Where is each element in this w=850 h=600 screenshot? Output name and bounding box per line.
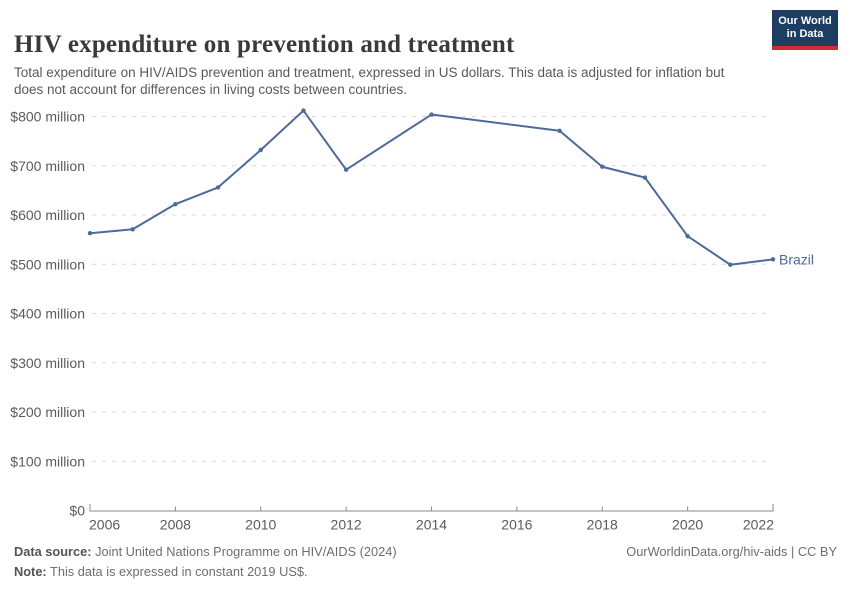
x-axis-tick-label: 2016 [501, 516, 532, 532]
data-point-marker [173, 201, 178, 207]
data-point-marker [301, 108, 306, 113]
entity-label: Brazil [779, 251, 814, 267]
x-axis-tick-label: 2008 [160, 516, 191, 532]
data-point-marker [343, 167, 349, 172]
data-point-marker [130, 227, 135, 232]
x-axis-tick-label: 2020 [672, 516, 703, 532]
chart-subtitle: Total expenditure on HIV/AIDS prevention… [14, 64, 725, 98]
owid-logo-line1: Our World [778, 15, 832, 28]
data-point-marker [215, 185, 221, 190]
data-source-text: Joint United Nations Programme on HIV/AI… [95, 544, 397, 559]
page-title: HIV expenditure on prevention and treatm… [14, 30, 515, 58]
y-axis-tick-label: $0 [69, 503, 85, 519]
data-source-label: Data source: [14, 544, 92, 559]
data-point-marker [258, 147, 263, 153]
data-point-marker [728, 262, 733, 267]
y-axis-tick-label: $100 million [10, 453, 85, 469]
y-axis-tick-label: $500 million [10, 256, 85, 272]
owid-logo-line2: in Data [786, 28, 824, 40]
data-source-line: Data source: Joint United Nations Progra… [14, 544, 397, 559]
y-axis-tick-label: $400 million [10, 306, 85, 322]
x-axis-tick-label: 2010 [245, 516, 276, 532]
y-axis-tick-label: $300 million [10, 355, 85, 371]
series-line [89, 109, 774, 266]
note-text: This data is expressed in constant 2019 … [50, 564, 308, 579]
x-axis-tick-label: 2018 [587, 516, 618, 532]
y-axis-tick-label: $200 million [10, 404, 85, 420]
note-line: Note: This data is expressed in constant… [14, 564, 308, 579]
note-label: Note: [14, 564, 47, 579]
owid-logo[interactable]: Our World in Data [772, 10, 838, 50]
data-point-marker [642, 175, 648, 180]
x-axis-tick-label: 2012 [331, 516, 362, 532]
data-point-marker [557, 128, 562, 133]
data-point-marker [87, 231, 93, 236]
y-axis-tick-label: $600 million [10, 207, 85, 223]
x-axis-tick-label: 2022 [743, 516, 774, 532]
data-point-marker [600, 164, 605, 169]
chart-footer: Data source: Joint United Nations Progra… [14, 544, 837, 579]
y-axis-tick-label: $700 million [10, 158, 85, 174]
citation-link[interactable]: OurWorldinData.org/hiv-aids | CC BY [626, 544, 837, 559]
data-point-marker [770, 257, 776, 262]
x-axis-tick-label: 2006 [89, 516, 120, 532]
y-axis-tick-label: $800 million [10, 109, 85, 125]
data-point-marker [429, 112, 434, 117]
data-point-marker [685, 233, 690, 239]
x-axis-tick-label: 2014 [416, 516, 447, 532]
